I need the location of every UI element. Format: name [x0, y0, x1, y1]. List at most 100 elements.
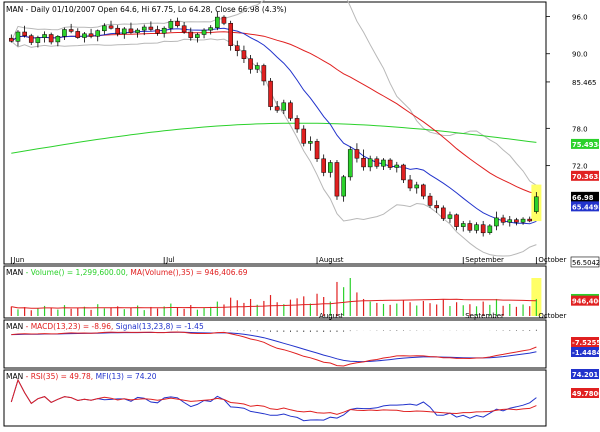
price-tag-label: 70.3633 — [572, 173, 600, 181]
rsi-tag-box — [571, 388, 599, 398]
candle-body — [394, 164, 400, 168]
volume-panel: MAN - Volume() = 1,299,600.00, MA(Volume… — [3, 265, 600, 320]
price-tag-box — [571, 201, 599, 212]
candle-body — [168, 21, 174, 29]
upper-band-line — [10, 0, 537, 186]
volume-header: MAN - Volume() = 1,299,600.00, MA(Volume… — [6, 268, 248, 277]
candle-body — [241, 50, 247, 59]
ma-slow-line — [11, 122, 537, 154]
macd-tag-label: -1.44849 — [572, 349, 600, 357]
candle-body — [407, 179, 413, 189]
candle-body — [221, 16, 227, 24]
candle-body — [374, 158, 380, 167]
candle-body — [354, 149, 360, 159]
candle-body — [42, 34, 47, 38]
candle-body — [314, 141, 320, 160]
bollinger-bands — [10, 0, 537, 257]
price-y-tick-label: 78.0 — [572, 125, 588, 133]
candle-body — [281, 102, 287, 111]
candle-body — [254, 65, 260, 70]
volume-tag-label: 946,406 — [572, 298, 600, 306]
candle-body — [467, 223, 473, 231]
price-tag-label: 65.4498 — [572, 203, 600, 211]
candle-body — [62, 29, 67, 37]
macd-tag-box — [571, 347, 599, 357]
candle-body — [95, 30, 101, 37]
candle-body — [294, 118, 300, 130]
candle-body — [427, 195, 433, 206]
candle-body — [35, 37, 41, 43]
candle-body — [367, 158, 373, 168]
price-tag-label: 75.4934 — [572, 141, 600, 149]
candle-body — [474, 224, 479, 231]
candle-body — [121, 28, 127, 35]
candle-body — [188, 31, 194, 38]
price-header: MAN - Daily 01/10/2007 Open 64.6, Hi 67.… — [6, 5, 287, 14]
candle-body — [215, 16, 220, 28]
volume-tag-box — [571, 295, 599, 306]
volume-tags: 1,299,60946,406 — [571, 293, 600, 306]
price-tag-box — [571, 170, 599, 181]
month-label: September — [465, 256, 504, 264]
candle-body — [527, 218, 532, 222]
candle-body — [308, 141, 313, 144]
candle-body — [108, 25, 114, 29]
macd-tag-label: -7.52551 — [572, 339, 600, 347]
volume-panel-frame — [3, 265, 547, 319]
candle-body — [181, 25, 187, 33]
candle-body — [261, 65, 267, 82]
rsi-tag-label: 74.2011 — [572, 371, 600, 379]
lower-band-line — [10, 38, 537, 257]
candle-body — [82, 33, 87, 38]
candle-body — [148, 26, 154, 30]
candle-body — [341, 176, 346, 197]
candle-body — [75, 31, 81, 38]
macd-tags: -7.52551 -1.44849 — [571, 337, 600, 357]
rsi-panel: MAN - RSI(35) = 49.78, MFI(13) = 74.20 7… — [3, 369, 600, 427]
candle-body — [494, 217, 499, 227]
volume-month-labels: August September October — [319, 312, 566, 320]
candle-body — [328, 162, 333, 173]
candle-body — [68, 29, 74, 32]
volume-bars — [10, 278, 537, 316]
month-label: August — [319, 256, 344, 264]
candle-body — [381, 159, 386, 167]
candle-body — [321, 158, 326, 173]
price-y-tick-label: 72.0 — [572, 163, 588, 171]
candle-body — [141, 26, 147, 31]
rsi-tag-box — [571, 369, 599, 379]
price-y-axis: 96.0 90.0 85.465 78.0 72.0 — [546, 13, 597, 171]
candle-body — [387, 159, 393, 168]
candle-body — [534, 196, 539, 212]
rsi-line — [10, 378, 537, 415]
month-label: Jun — [12, 256, 24, 264]
candle-body — [361, 157, 366, 168]
candle-body — [268, 80, 273, 107]
rsi-tags: 74.2011 49.7800 — [571, 369, 600, 398]
rsi-tag-label: 49.7800 — [572, 390, 600, 398]
candle-body — [487, 225, 493, 233]
month-label: October — [538, 256, 566, 264]
macd-tag-box — [571, 337, 599, 347]
volume-ma-line — [11, 298, 537, 309]
candle-body — [234, 45, 240, 51]
candle-body — [434, 205, 439, 209]
macd-panel-frame — [3, 319, 547, 369]
candle-body — [441, 207, 446, 219]
macd-histogram — [17, 329, 537, 332]
candle-body — [228, 23, 233, 46]
price-y-tick-label: 85.465 — [572, 79, 597, 87]
candle-body — [414, 184, 420, 189]
price-panel: MAN - Daily 01/10/2007 Open 64.6, Hi 67.… — [3, 0, 600, 268]
candle-body — [401, 164, 406, 181]
candle-body — [128, 28, 134, 33]
volume-month-label: October — [538, 312, 566, 320]
candle-body — [447, 214, 453, 219]
candle-body — [135, 29, 140, 33]
price-y-tick-label: 90.0 — [572, 51, 588, 59]
candle-body — [520, 218, 526, 223]
rsi-header: MAN - RSI(35) = 49.78, MFI(13) = 74.20 — [6, 372, 157, 381]
last-volume-highlight — [531, 278, 542, 316]
